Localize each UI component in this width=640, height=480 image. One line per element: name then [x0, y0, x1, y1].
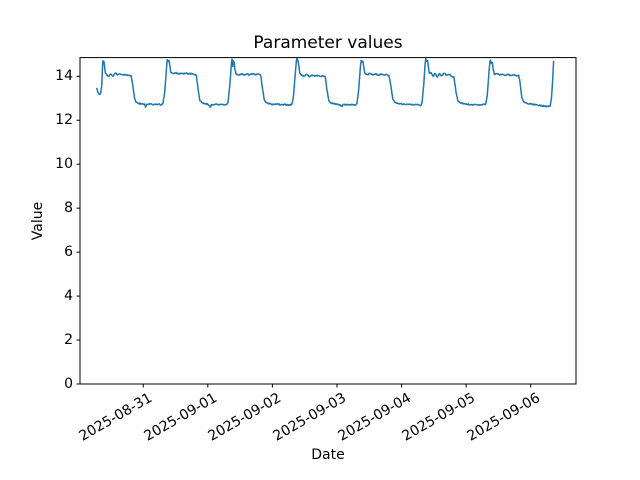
series-line	[96, 57, 555, 108]
axes-border	[79, 57, 577, 385]
y-tick-label: 8	[64, 200, 73, 217]
y-tick-label: 12	[55, 112, 73, 129]
y-tick-label: 4	[64, 288, 73, 305]
y-tick-label: 10	[55, 156, 73, 173]
tick-marks	[76, 75, 532, 388]
y-tick-label: 6	[64, 244, 73, 261]
x-axis-label: Date	[311, 447, 345, 463]
y-tick-label: 2	[64, 332, 73, 349]
y-tick-label: 0	[64, 376, 73, 392]
y-tick-label: 14	[55, 68, 73, 85]
chart-title: Parameter values	[253, 33, 403, 53]
